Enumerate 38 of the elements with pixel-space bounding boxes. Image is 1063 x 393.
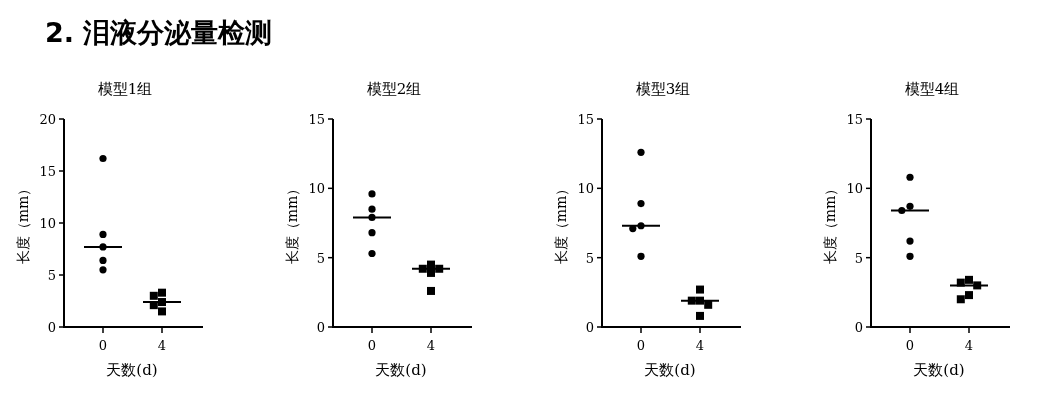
x-tick-label: 4 — [157, 338, 167, 353]
chart-title: 模型2组 — [366, 80, 422, 98]
x-tick-label: 0 — [367, 338, 377, 353]
y-tick-label: 5 — [316, 250, 325, 266]
chart-title: 模型1组 — [97, 80, 153, 98]
y-tick-label: 10 — [577, 181, 594, 197]
x-tick-label: 4 — [426, 338, 436, 353]
y-tick-label: 10 — [308, 181, 325, 197]
x-tick-label: 0 — [636, 338, 646, 353]
y-tick-label: 10 — [846, 181, 863, 197]
y-axis-title: 长度（mm） — [553, 181, 569, 265]
y-axis-title: 长度（mm） — [284, 181, 300, 265]
y-tick-label: 5 — [47, 268, 56, 283]
x-tick-label: 0 — [98, 338, 108, 353]
y-tick-label: 15 — [308, 112, 325, 127]
x-axis-title: 天数(d) — [106, 361, 158, 379]
x-tick-label: 4 — [695, 338, 705, 353]
x-axis-title: 天数(d) — [375, 361, 427, 379]
x-axis-title: 天数(d) — [644, 361, 696, 379]
x-tick-label: 0 — [905, 338, 915, 353]
y-tick-label: 10 — [39, 216, 56, 231]
text: 2. 泪液分泌量检测 — [45, 17, 273, 48]
y-tick-label: 15 — [39, 164, 56, 179]
chart-title: 模型4组 — [904, 80, 960, 98]
y-tick-label: 15 — [846, 112, 863, 127]
y-tick-label: 15 — [577, 112, 594, 127]
y-tick-label: 5 — [854, 250, 863, 266]
y-tick-label: 20 — [39, 112, 56, 127]
x-axis-title: 天数(d) — [913, 361, 965, 379]
y-tick-label: 0 — [854, 320, 863, 335]
y-axis-title: 长度（mm） — [822, 181, 838, 265]
y-tick-label: 0 — [316, 320, 325, 335]
y-axis-title: 长度（mm） — [15, 181, 31, 265]
y-tick-label: 5 — [585, 250, 594, 266]
chart-title: 模型3组 — [635, 80, 691, 98]
y-tick-label: 0 — [47, 320, 56, 335]
x-tick-label: 4 — [964, 338, 974, 353]
y-tick-label: 0 — [585, 320, 594, 335]
